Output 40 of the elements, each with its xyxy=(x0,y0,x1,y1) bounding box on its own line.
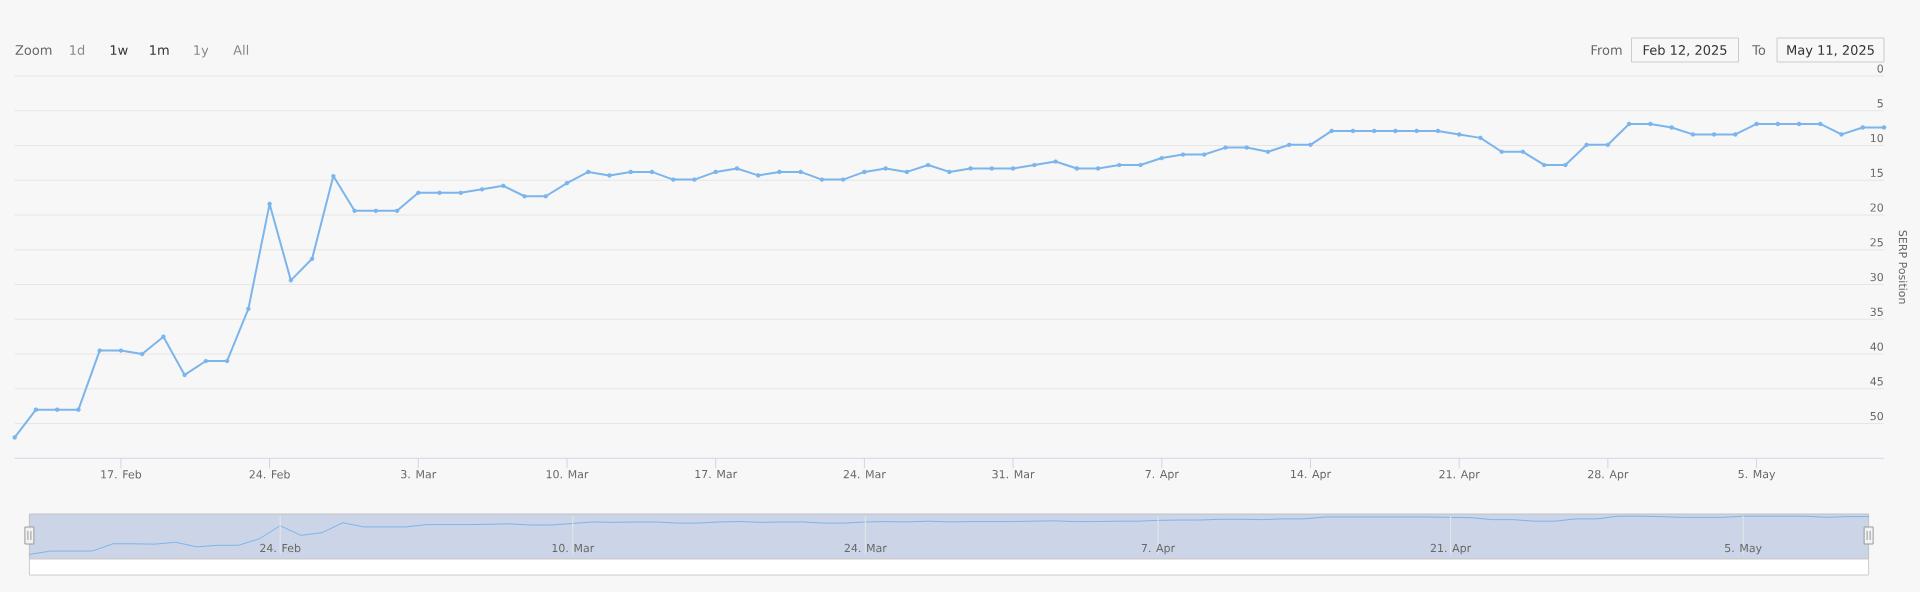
text: To xyxy=(1752,45,1766,55)
x-tick-label: 24. Feb xyxy=(260,543,301,553)
x-tick-label: 3. Mar xyxy=(401,469,437,479)
x-tick-label: 5. May xyxy=(1725,543,1762,555)
y-tick-label: 10 xyxy=(1870,133,1884,143)
y-tick-label: 40 xyxy=(1870,342,1884,351)
x-tick-label: 7. Apr xyxy=(1145,470,1179,481)
y-tick-label: 50 xyxy=(1870,411,1884,421)
y-tick-label: 20 xyxy=(1870,203,1884,212)
x-tick-label: 10. Mar xyxy=(552,543,595,553)
y-tick-label: 25 xyxy=(1870,238,1883,247)
text: 1w xyxy=(110,45,128,55)
x-tick-label: 17. Mar xyxy=(695,470,738,479)
x-tick-label: 24. Feb xyxy=(249,470,290,479)
text: All xyxy=(233,44,249,55)
x-tick-label: 14. Apr xyxy=(1291,470,1332,481)
y-tick-label: 0 xyxy=(1877,64,1884,73)
y-tick-label: 45 xyxy=(1870,377,1883,386)
x-tick-label: 24. Mar xyxy=(843,469,886,479)
text: Feb 12, 2025 xyxy=(1643,44,1727,57)
text: From xyxy=(1591,45,1622,55)
text: Zoom xyxy=(15,45,52,55)
x-tick-label: 10. Mar xyxy=(546,469,589,479)
x-tick-label: 31. Mar xyxy=(992,469,1035,479)
x-tick-label: 5. May xyxy=(1738,470,1776,481)
x-tick-label: 21. Apr xyxy=(1439,469,1480,481)
y-tick-label: 15 xyxy=(1870,168,1883,177)
x-tick-label: 7. Apr xyxy=(1141,543,1176,555)
y-tick-label: 30 xyxy=(1870,272,1884,282)
text: 1y xyxy=(194,45,209,58)
y-axis-title: SERP Position xyxy=(1898,230,1908,304)
text: May 11, 2025 xyxy=(1787,45,1874,58)
x-tick-label: 28. Apr xyxy=(1588,469,1629,481)
y-tick-label: 35 xyxy=(1870,307,1883,317)
y-tick-label: 5 xyxy=(1877,99,1883,108)
x-tick-label: 21. Apr xyxy=(1430,543,1472,555)
text: 1m xyxy=(150,45,169,55)
text: 1d xyxy=(70,44,85,55)
x-tick-label: 24. Mar xyxy=(844,543,887,553)
x-tick-label: 17. Feb xyxy=(101,470,142,479)
